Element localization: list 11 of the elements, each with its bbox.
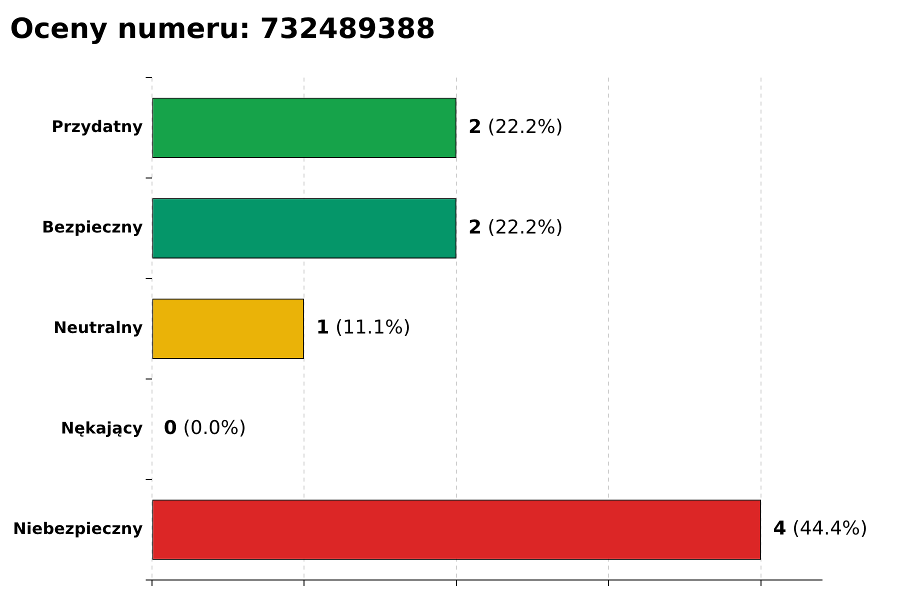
y-tick-label: Przydatny <box>52 116 144 136</box>
data-label: 2 (22.2%) <box>468 216 563 238</box>
data-label: 4 (44.4%) <box>773 518 868 540</box>
data-label: 2 (22.2%) <box>468 116 563 138</box>
y-tick-label: Bezpieczny <box>42 217 144 236</box>
y-tick-label: Niebezpieczny <box>13 518 144 538</box>
y-tick-label: Neutralny <box>53 318 144 337</box>
y-tick-label: Nękający <box>60 418 144 438</box>
data-label: 0 (0.0%) <box>164 417 246 440</box>
data-label: 1 (11.1%) <box>316 316 411 339</box>
chart-title: Oceny numeru: 732489388 <box>10 12 436 46</box>
